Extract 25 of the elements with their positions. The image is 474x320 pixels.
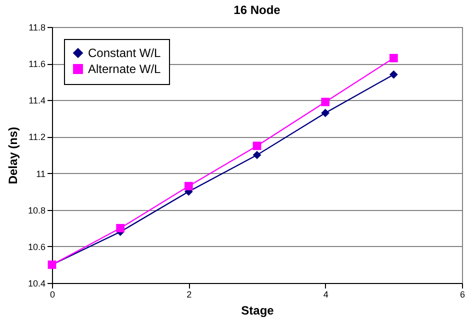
y-tick-label: 11.2 [28, 132, 46, 142]
point [252, 142, 262, 150]
y-tick-label: 11.8 [28, 22, 46, 32]
chart-title: 16 Node [234, 3, 281, 17]
x-axis-title: Stage [241, 304, 274, 318]
legend-label: Alternate W/L [88, 62, 162, 76]
point [321, 98, 330, 106]
y-tick-label: 10.4 [28, 278, 46, 288]
x-tick-label: 6 [460, 290, 466, 300]
y-tick-label: 11.4 [28, 96, 46, 106]
y-tick-label: 10.8 [28, 205, 46, 216]
point [389, 54, 398, 62]
y-tick-label: 11.6 [28, 59, 46, 70]
point [184, 182, 193, 190]
point [116, 224, 125, 232]
y-tick-label: 10.6 [28, 242, 46, 252]
y-axis-title: Delay (ns) [6, 126, 20, 184]
x-tick-label: 0 [50, 290, 56, 300]
x-tick-label: 2 [186, 290, 192, 300]
y-tick-label: 11 [36, 168, 46, 179]
x-tick-label: 4 [323, 290, 328, 300]
legend-label: Constant W/L [88, 46, 162, 60]
point [321, 108, 330, 118]
point [389, 70, 398, 79]
point [252, 150, 262, 160]
